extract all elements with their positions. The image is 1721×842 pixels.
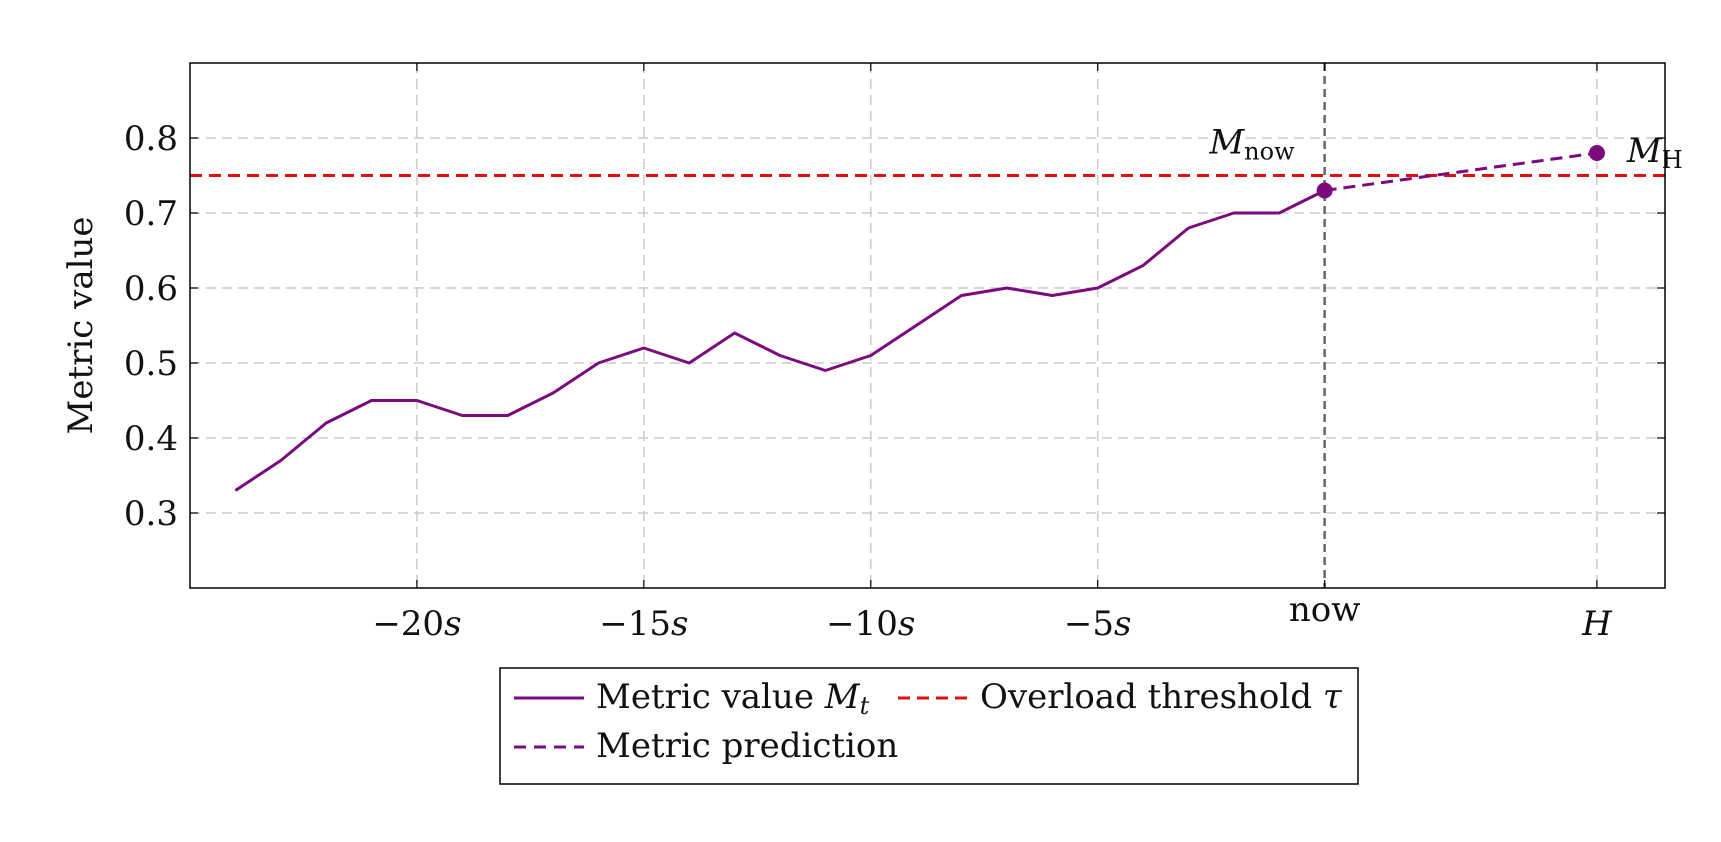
point-annotation-symbol: M: [1626, 131, 1663, 171]
x-tick-label: H: [1581, 604, 1613, 644]
prediction-line: [1324, 151, 1598, 192]
y-axis-label: Metric value: [61, 217, 101, 435]
x-tick-label-unit: s: [898, 604, 915, 644]
x-tick-label-unit: s: [1114, 604, 1131, 644]
axis-ticks: 0.30.40.50.60.70.8−20s −15s −10s −5s now H: [124, 63, 1665, 644]
y-tick-label: 0.7: [124, 194, 178, 234]
series-lines: [234, 151, 1598, 492]
legend-label-symbol: τ: [1312, 677, 1343, 717]
legend-label-text: Metric prediction: [596, 726, 898, 766]
data-point: [1588, 145, 1605, 161]
y-tick-label: 0.3: [124, 494, 178, 534]
legend-label-text: Metric value: [596, 677, 814, 717]
y-tick-label: 0.8: [124, 119, 178, 159]
point-annotation: MH: [1626, 131, 1683, 174]
x-tick-label: now: [1289, 590, 1360, 630]
x-tick-label-unit: s: [444, 604, 461, 644]
x-tick-label-main: now: [1289, 590, 1360, 630]
grid-lines: [190, 63, 1665, 588]
highlight-points: Mnow MH: [1208, 123, 1683, 199]
x-tick-label: −10s: [826, 604, 915, 644]
point-annotation: Mnow: [1208, 123, 1295, 166]
x-tick-label-main: H: [1581, 604, 1613, 644]
point-annotation-symbol: M: [1208, 123, 1245, 163]
x-tick-label: −5s: [1064, 604, 1132, 644]
legend-label-text: Overload threshold: [980, 677, 1312, 717]
y-tick-label: 0.6: [124, 269, 178, 309]
legend: Metric value Mt Overload threshold τ Metri…: [499, 667, 1359, 785]
legend-label: Overload threshold τ: [980, 677, 1343, 717]
y-tick-label: 0.5: [124, 344, 178, 384]
legend-label: Metric prediction: [596, 726, 898, 766]
data-point: [1316, 182, 1333, 199]
x-tick-label-main: −10: [826, 604, 898, 644]
legend-label-subscript: t: [860, 692, 870, 720]
x-tick-label: −15s: [599, 604, 688, 644]
x-tick-label: −20s: [372, 604, 461, 644]
point-annotation-subscript: H: [1662, 146, 1683, 174]
y-tick-label: 0.4: [124, 419, 178, 459]
legend-label-symbol: M: [814, 677, 861, 717]
x-tick-label-main: −15: [599, 604, 671, 644]
reference-lines: [190, 63, 1665, 588]
x-tick-label-main: −20: [372, 604, 444, 644]
plot-frame: [189, 62, 1666, 589]
x-tick-label-main: −5: [1064, 604, 1114, 644]
legend-label: Metric value Mt: [596, 677, 870, 720]
legend-box: [499, 667, 1359, 785]
x-tick-label-unit: s: [671, 604, 688, 644]
point-annotation-subscript: now: [1244, 138, 1295, 166]
metric-line: [234, 189, 1326, 492]
